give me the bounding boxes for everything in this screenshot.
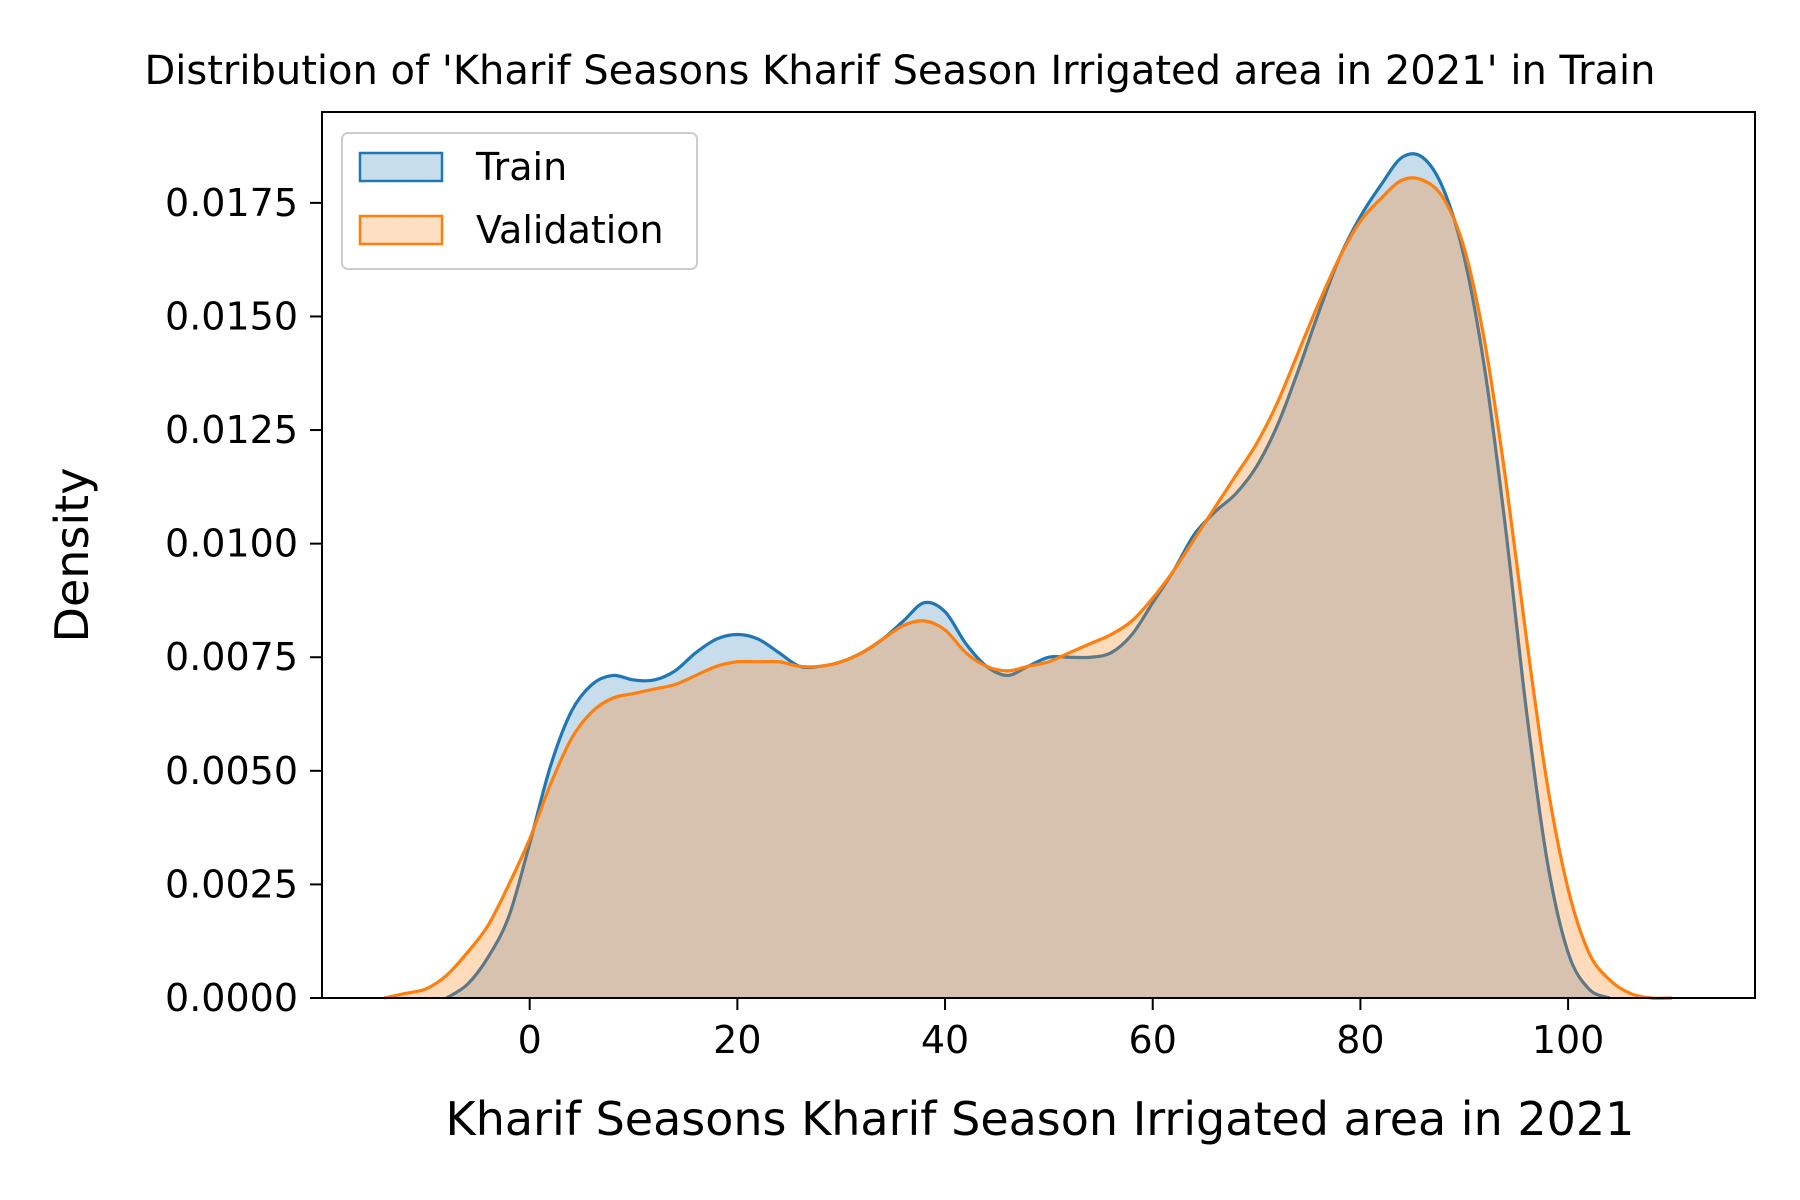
density-area-validation xyxy=(384,177,1672,999)
y-tick-label: 0.0100 xyxy=(165,522,298,566)
x-tick-label: 100 xyxy=(1532,1018,1605,1062)
chart-title: Distribution of 'Kharif Seasons Kharif S… xyxy=(144,48,1655,94)
x-tick-label: 40 xyxy=(921,1018,969,1062)
legend-label-train: Train xyxy=(475,145,567,189)
y-tick-label: 0.0150 xyxy=(165,294,298,338)
y-tick-label: 0.0125 xyxy=(165,408,298,452)
y-tick-label: 0.0025 xyxy=(165,862,298,906)
density-area-train xyxy=(446,153,1610,998)
y-tick-label: 0.0000 xyxy=(165,976,298,1020)
y-tick-label: 0.0050 xyxy=(165,749,298,793)
ticks-layer: 0 20 40 60 80 100 0.0000 0.0025 0.0050 0.0075 0.01… xyxy=(165,181,1604,1062)
x-tick-label: 80 xyxy=(1336,1018,1384,1062)
legend-swatch-train xyxy=(358,151,444,183)
legend-frame xyxy=(341,132,698,270)
x-tick-label: 20 xyxy=(713,1018,761,1062)
series-layer xyxy=(383,152,1672,1000)
y-axis-label: Density xyxy=(45,468,99,643)
y-tick-label: 0.0175 xyxy=(165,181,298,225)
x-tick-label: 60 xyxy=(1129,1018,1177,1062)
plot-frame xyxy=(321,111,1756,999)
legend-swatch-validation xyxy=(358,214,444,246)
legend-label-validation: Validation xyxy=(476,208,664,252)
x-tick-label: 0 xyxy=(518,1018,542,1062)
legend: Train Validation xyxy=(341,132,698,270)
y-tick-label: 0.0075 xyxy=(165,635,298,679)
x-axis-label: Kharif Seasons Kharif Season Irrigated a… xyxy=(446,1092,1635,1146)
density-line-validation xyxy=(383,176,1672,1000)
